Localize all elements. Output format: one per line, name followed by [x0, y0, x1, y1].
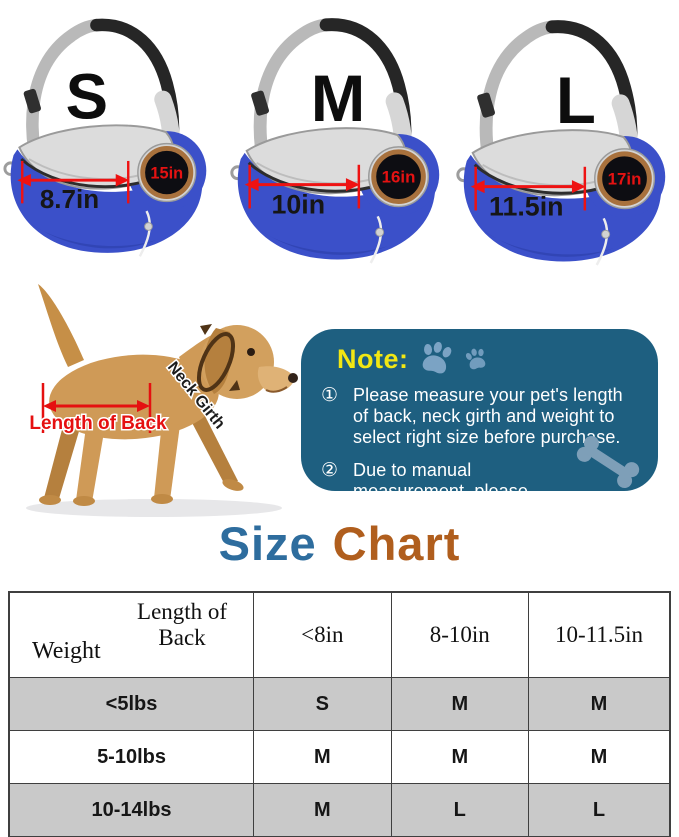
size-cell: L — [390, 783, 530, 837]
size-cell: M — [390, 730, 530, 784]
row-weight-label: 10-14lbs — [8, 783, 255, 837]
dog-paw — [73, 496, 95, 506]
note-item: ① Please measure your pet's length of ba… — [321, 384, 640, 448]
dog-rear-leg-far — [44, 422, 80, 502]
table-corner-cell: Length of Back Weight — [8, 591, 255, 678]
back-length-arrowhead-left — [43, 400, 56, 412]
note-box: Note: ① Please — [301, 329, 658, 522]
dog-front-leg-near — [154, 422, 180, 500]
dog-body — [49, 354, 219, 440]
bag-body-blue — [237, 141, 436, 260]
bag-size-letter: S — [66, 62, 108, 133]
sling-bag-illustration: S 8.7in 15in — [3, 18, 207, 257]
note-item-text: Please measure your pet's length of back… — [353, 385, 623, 448]
dog-muzzle — [257, 366, 295, 392]
heading-word-size: Size — [218, 517, 317, 570]
drawstring-toggle — [375, 227, 385, 237]
sling-bag-illustration: L 11.5in 17in — [456, 20, 666, 266]
opening-hole — [140, 146, 194, 200]
bag-figure-small: S 8.7in 15in — [2, 4, 214, 262]
size-cell: L — [528, 783, 671, 837]
note-item: ② Due to manual measurement, please allo… — [321, 459, 640, 523]
drawstring-toggle — [601, 229, 611, 239]
bag-opening-label: 15in — [150, 164, 183, 182]
measure-arrowhead-right — [571, 180, 586, 194]
size-chart-heading: Size Chart — [0, 516, 679, 571]
bag-back-length-label: 10in — [272, 189, 326, 219]
opening-hole — [371, 149, 426, 204]
column-header: 10-11.5in — [528, 591, 671, 678]
column-header: 8-10in — [390, 591, 530, 678]
table-row: <5lbs S M M — [8, 677, 671, 731]
dog-paw — [39, 495, 61, 505]
measure-arrowhead-left — [17, 173, 31, 187]
bag-back-length-label: 11.5in — [489, 191, 563, 221]
dog-measurement-diagram: Length of Back Neck Girth — [4, 272, 304, 520]
bag-size-letter: M — [311, 62, 366, 135]
paw-print-icon-small — [465, 348, 485, 369]
size-chart-table: Length of Back Weight <8in 8-10in 10-11.… — [8, 591, 671, 837]
measure-arrowhead-left — [470, 180, 485, 194]
measure-arrowhead-left — [244, 178, 259, 192]
strap-buckle — [477, 92, 495, 118]
note-item-text: Due to manual measurement, please allow … — [353, 460, 545, 523]
row-weight-label: 5-10lbs — [8, 730, 255, 784]
corner-label-weight: Weight — [32, 638, 101, 664]
column-header: <8in — [253, 591, 392, 678]
corner-label-length-of-back: Length of Back — [137, 599, 228, 650]
size-cell: M — [528, 730, 671, 784]
note-title: Note: — [337, 343, 409, 374]
neck-girth-arrow — [196, 332, 236, 392]
size-cell: M — [528, 677, 671, 731]
table-row: 5-10lbs M M M — [8, 730, 671, 784]
bag-body-blue — [463, 143, 662, 262]
note-header: Note: — [337, 341, 640, 376]
dog-tail — [38, 284, 84, 367]
size-cell: M — [253, 783, 392, 837]
drawstring — [138, 210, 151, 257]
size-cell: S — [253, 677, 392, 731]
size-cell: M — [253, 730, 392, 784]
bag-figure-large: L 11.5in 17in — [452, 8, 676, 268]
note-item-number: ① — [321, 384, 339, 406]
measure-arrowhead-right — [345, 178, 360, 192]
bag-back-length-label: 8.7in — [40, 184, 99, 214]
measure-arrowhead-right — [115, 173, 130, 187]
neck-girth-arrowhead-top — [200, 324, 212, 335]
dog-illustration: Length of Back Neck Girth — [26, 284, 298, 517]
drawstring-toggle — [144, 222, 153, 231]
bag-body-blue — [10, 138, 203, 253]
neck-girth-arrowhead-bottom — [229, 380, 240, 391]
bag-figure-medium: M 10in 16in — [226, 6, 450, 266]
dog-front-leg-far — [189, 414, 238, 487]
table-header-row: Length of Back Weight <8in 8-10in 10-11.… — [8, 591, 671, 678]
heading-word-chart: Chart — [332, 517, 461, 570]
back-length-arrowhead-right — [137, 400, 150, 412]
dog-rear-leg-near — [76, 427, 104, 502]
dog-paw — [222, 479, 244, 491]
bag-opening-label: 17in — [608, 170, 642, 189]
opening-hole — [597, 151, 652, 206]
bone-icon — [576, 435, 640, 489]
dog-eye — [247, 348, 255, 356]
table-row: 10-14lbs M L L — [8, 783, 671, 837]
dog-nose — [288, 373, 298, 383]
dog-mouth — [265, 386, 288, 393]
size-cell: M — [390, 677, 530, 731]
back-length-label: Length of Back — [29, 413, 167, 434]
drawstring — [595, 217, 609, 266]
paw-print-icon — [422, 341, 451, 374]
strap-buckle — [251, 90, 269, 116]
drawstring — [369, 215, 383, 264]
dog-paw — [151, 494, 173, 504]
bag-size-letter: L — [556, 64, 596, 137]
row-weight-label: <5lbs — [8, 677, 255, 731]
bag-opening-label: 16in — [382, 168, 416, 187]
strap-buckle — [23, 88, 41, 114]
note-item-number: ② — [321, 459, 339, 482]
sling-bag-illustration: M 10in 16in — [230, 18, 440, 264]
note-item-list: ① Please measure your pet's length of ba… — [321, 384, 640, 523]
